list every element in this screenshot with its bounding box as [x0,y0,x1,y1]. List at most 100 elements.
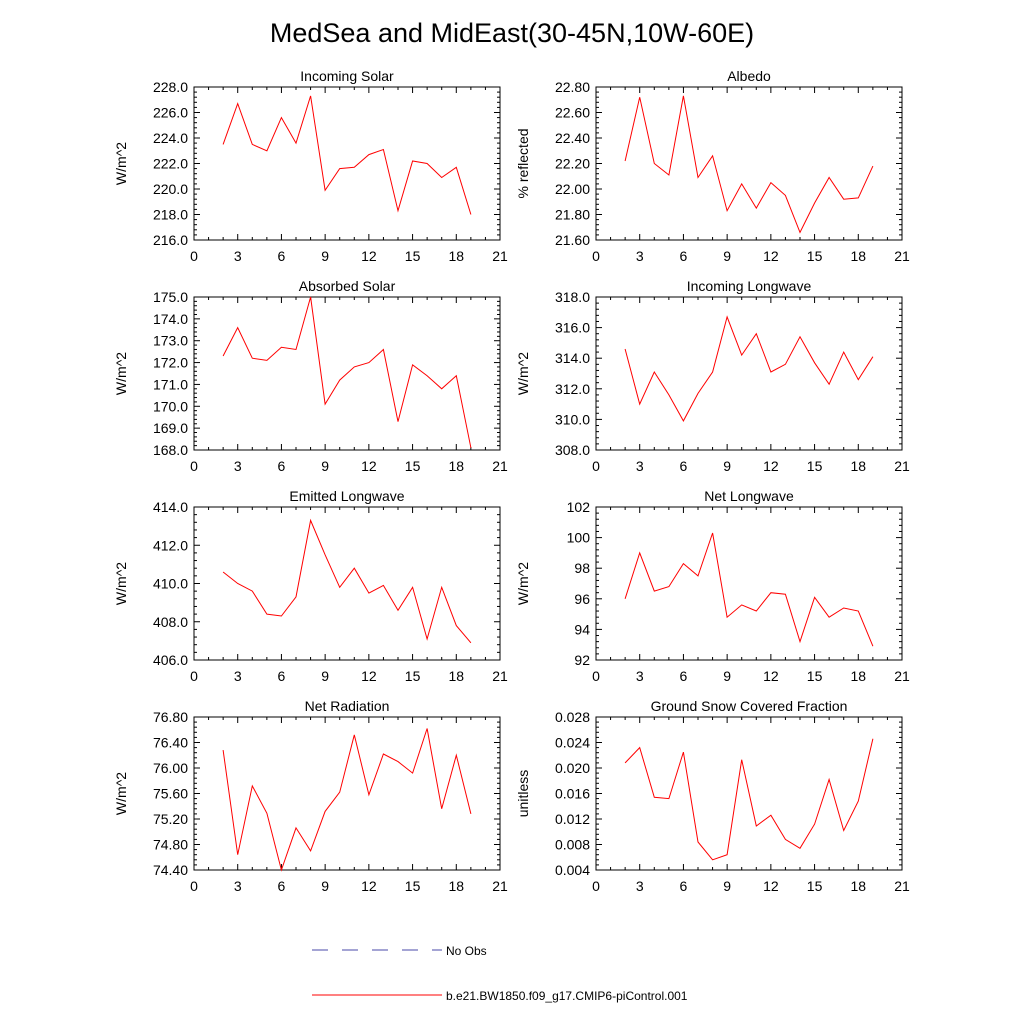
x-tick-label: 6 [278,248,286,264]
x-tick-label: 21 [492,458,508,474]
x-tick-label: 15 [807,458,823,474]
x-tick-label: 21 [894,458,910,474]
x-tick-label: 3 [234,878,242,894]
x-tick-label: 6 [278,878,286,894]
panel-title: Absorbed Solar [299,278,396,294]
legend: No Obs b.e21.BW1850.f09_g17.CMIP6-piCont… [312,944,688,1003]
x-tick-label: 3 [636,458,644,474]
series-line-model [222,95,472,215]
panel-incoming-longwave: Incoming Longwave W/m^2 0 3 6 9 12 15 18 21 308.0 3… [515,278,910,474]
series-line-model [624,738,874,861]
x-tick-label: 9 [723,248,731,264]
y-tick-label: 172.0 [153,355,188,371]
y-tick-label: 169.0 [153,420,188,436]
x-tick-label: 3 [234,458,242,474]
panel-net-radiation: Net Radiation W/m^2 0 3 6 9 12 15 18 21 74.40 74.80… [113,698,508,894]
panel-title: Net Longwave [704,488,794,504]
y-tick-label: 76.00 [153,760,188,776]
x-tick-label: 18 [850,668,866,684]
series-line-model [624,95,874,234]
panel-grid: Incoming Solar W/m^2 0 3 6 9 12 15 18 21 216.0 218.… [113,68,910,894]
x-tick-label: 15 [405,458,421,474]
x-tick-label: 21 [894,668,910,684]
x-tick-label: 0 [592,668,600,684]
series-line-model [624,532,874,647]
y-tick-label: 218.0 [153,207,188,223]
x-tick-label: 12 [361,458,377,474]
x-tick-label: 15 [405,668,421,684]
x-tick-label: 12 [763,248,779,264]
y-tick-label: 174.0 [153,311,188,327]
panel-albedo: Albedo % reflected 0 3 6 9 12 15 18 21 21.60 21.80 2… [515,68,910,264]
series-line-model [222,728,472,872]
y-tick-label: 100 [567,530,591,546]
x-tick-label: 3 [234,248,242,264]
y-tick-label: 220.0 [153,181,188,197]
y-tick-label: 75.20 [153,811,188,827]
y-axis-label: W/m^2 [113,562,129,605]
x-tick-label: 12 [361,668,377,684]
y-tick-label: 168.0 [153,442,188,458]
legend-obs-label: No Obs [446,944,487,958]
y-tick-label: 0.024 [555,735,590,751]
x-tick-label: 21 [492,248,508,264]
plot-frame [595,86,903,241]
y-axis-label: W/m^2 [113,772,129,815]
y-tick-label: 0.020 [555,760,590,776]
x-tick-label: 18 [448,458,464,474]
x-tick-label: 21 [492,668,508,684]
y-tick-label: 318.0 [555,289,590,305]
panel-ground-snow-covered-fraction: Ground Snow Covered Fraction unitless 0 3 6 9… [515,698,910,894]
x-tick-label: 3 [234,668,242,684]
x-tick-label: 12 [763,458,779,474]
y-axis-label: unitless [515,770,531,817]
y-tick-label: 173.0 [153,333,188,349]
x-tick-label: 15 [405,878,421,894]
y-tick-label: 76.40 [153,735,188,751]
panel-emitted-longwave: Emitted Longwave W/m^2 0 3 6 9 12 15 18 21 406.0 40… [113,488,508,684]
x-tick-label: 6 [680,458,688,474]
x-tick-label: 0 [592,248,600,264]
figure-title: MedSea and MidEast(30-45N,10W-60E) [270,18,754,48]
y-tick-label: 316.0 [555,320,590,336]
plot-frame [193,506,501,661]
x-tick-label: 3 [636,878,644,894]
y-axis-label: W/m^2 [113,142,129,185]
y-tick-label: 224.0 [153,130,188,146]
y-tick-label: 74.40 [153,862,188,878]
x-tick-label: 15 [807,248,823,264]
panel-title: Albedo [727,68,771,84]
series-line-model [222,518,472,644]
x-tick-label: 18 [850,248,866,264]
x-tick-label: 9 [723,458,731,474]
panel-absorbed-solar: Absorbed Solar W/m^2 0 3 6 9 12 15 18 21 168.0 169.… [113,278,508,474]
y-tick-label: 76.80 [153,709,188,725]
x-tick-label: 12 [763,668,779,684]
x-tick-label: 21 [894,248,910,264]
x-tick-label: 9 [321,458,329,474]
x-tick-label: 9 [321,878,329,894]
x-tick-label: 0 [190,668,198,684]
x-tick-label: 6 [680,248,688,264]
x-tick-label: 15 [807,878,823,894]
x-tick-label: 18 [448,248,464,264]
y-tick-label: 22.80 [555,79,590,95]
x-tick-label: 0 [190,878,198,894]
y-tick-label: 74.80 [153,837,188,853]
y-tick-label: 0.008 [555,837,590,853]
x-tick-label: 21 [894,878,910,894]
y-tick-label: 314.0 [555,350,590,366]
x-tick-label: 0 [592,878,600,894]
y-tick-label: 75.60 [153,786,188,802]
y-tick-label: 408.0 [153,614,188,630]
y-tick-label: 226.0 [153,105,188,121]
plot-frame [595,506,903,661]
x-tick-label: 9 [723,878,731,894]
panel-incoming-solar: Incoming Solar W/m^2 0 3 6 9 12 15 18 21 216.0 218.… [113,68,508,264]
x-tick-label: 9 [723,668,731,684]
series-line-model [624,315,874,422]
x-tick-label: 18 [850,458,866,474]
y-tick-label: 170.0 [153,398,188,414]
y-tick-label: 414.0 [153,499,188,515]
y-tick-label: 102 [567,499,591,515]
